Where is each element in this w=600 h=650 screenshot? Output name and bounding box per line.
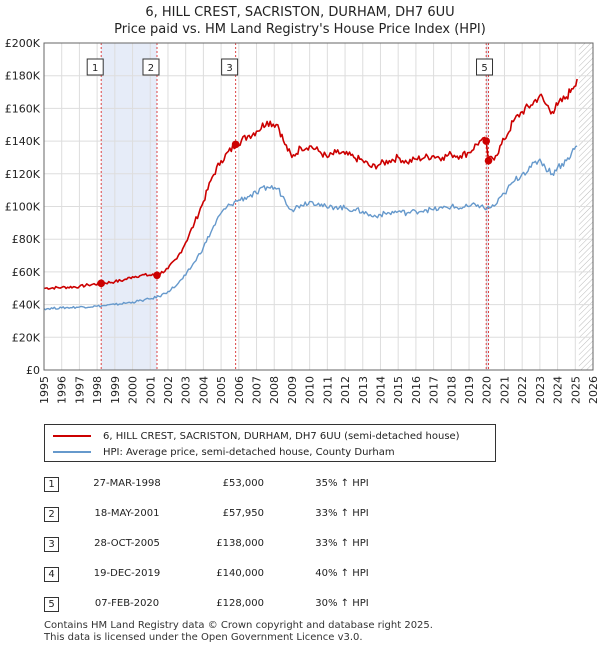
x-tick-label: 2006	[233, 376, 246, 404]
row-date: 19-DEC-2019	[93, 568, 161, 579]
x-tick-label: 1999	[109, 376, 122, 404]
legend-label-property: 6, HILL CREST, SACRISTON, DURHAM, DH7 6U…	[103, 430, 460, 442]
row-date: 27-MAR-1998	[93, 478, 161, 489]
x-tick-label: 2012	[339, 376, 352, 404]
sale-point-4	[482, 137, 491, 145]
sale-point-3	[231, 140, 240, 149]
x-tick-label: 2019	[463, 376, 476, 404]
y-tick-label: £180K	[5, 70, 41, 83]
x-tick-label: 2000	[127, 376, 140, 404]
y-tick-label: £160K	[5, 102, 41, 115]
row-hpi: 30% ↑ HPI	[315, 598, 369, 609]
row-price: £140,000	[216, 568, 264, 579]
x-tick-label: 2009	[286, 376, 299, 404]
sale-point-2	[153, 271, 161, 280]
row-date: 18-MAY-2001	[94, 508, 160, 519]
x-tick-label: 2021	[498, 376, 511, 404]
legend: 6, HILL CREST, SACRISTON, DURHAM, DH7 6U…	[44, 424, 496, 462]
x-tick-label: 2015	[392, 376, 405, 404]
x-tick-label: 2013	[357, 376, 370, 404]
y-tick-label: £20K	[12, 331, 41, 344]
x-tick-label: 2025	[569, 376, 582, 404]
x-tick-label: 2003	[180, 376, 193, 404]
row-number: 1	[44, 477, 59, 492]
marker-box-3	[221, 58, 239, 76]
chart-title: 6, HILL CREST, SACRISTON, DURHAM, DH7 6U…	[145, 5, 455, 20]
y-tick-label: £140K	[5, 135, 41, 148]
x-tick-label: 2024	[552, 376, 565, 404]
row-number: 3	[44, 537, 59, 552]
x-tick-label: 1997	[73, 376, 86, 404]
x-tick-label: 2020	[481, 376, 494, 404]
y-tick-label: £80K	[12, 233, 41, 246]
x-tick-label: 2018	[445, 376, 458, 404]
legend-item-property: 6, HILL CREST, SACRISTON, DURHAM, DH7 6U…	[53, 428, 460, 444]
row-date: 28-OCT-2005	[94, 538, 160, 549]
row-number: 5	[44, 597, 59, 612]
x-tick-label: 2016	[410, 376, 423, 404]
marker-label-1: 1	[92, 63, 98, 74]
sale-point-5	[484, 156, 493, 165]
x-tick-label: 2001	[144, 376, 157, 404]
row-price: £138,000	[216, 538, 264, 549]
legend-item-hpi: HPI: Average price, semi-detached house,…	[53, 444, 395, 460]
x-tick-label: 2008	[268, 376, 281, 404]
table-row: 3 28-OCT-2005 £138,000 33% ↑ HPI	[44, 537, 444, 557]
table-row: 1 27-MAR-1998 £53,000 35% ↑ HPI	[44, 477, 444, 497]
row-hpi: 33% ↑ HPI	[315, 538, 369, 549]
x-tick-label: 2011	[321, 376, 334, 404]
row-hpi: 33% ↑ HPI	[315, 508, 369, 519]
row-price: £57,950	[222, 508, 264, 519]
table-row: 4 19-DEC-2019 £140,000 40% ↑ HPI	[44, 567, 444, 587]
y-tick-label: £120K	[5, 168, 41, 181]
legend-swatch-blue	[53, 451, 91, 453]
x-tick-label: 2022	[516, 376, 529, 404]
x-tick-label: 2004	[197, 376, 210, 404]
property-price-line	[43, 78, 578, 290]
hpi-line	[43, 145, 578, 311]
price-chart: 1 2 3 5 £0 £20K £40K £60K £80K £100K £120K £140K £1…	[5, 37, 600, 404]
footer-copyright: Contains HM Land Registry data © Crown c…	[44, 620, 433, 631]
footer-licence: This data is licensed under the Open Gov…	[44, 632, 363, 643]
x-tick-label: 2023	[534, 376, 547, 404]
x-tick-label: 1996	[56, 376, 69, 404]
x-tick-label: 2002	[162, 376, 175, 404]
y-tick-label: £40K	[12, 299, 41, 312]
row-number: 4	[44, 567, 59, 582]
row-hpi: 35% ↑ HPI	[315, 478, 369, 489]
x-tick-label: 2007	[251, 376, 264, 404]
marker-box-2	[142, 58, 160, 76]
x-tick-label: 2010	[304, 376, 317, 404]
x-tick-label: 2014	[374, 376, 387, 404]
y-tick-label: £100K	[5, 201, 41, 214]
row-hpi: 40% ↑ HPI	[315, 568, 369, 579]
row-number: 2	[44, 507, 59, 522]
plot-frame	[43, 42, 594, 371]
row-price: £128,000	[216, 598, 264, 609]
marker-label-5: 5	[481, 63, 487, 74]
y-tick-label: £0	[26, 364, 40, 377]
y-tick-label: £60K	[12, 266, 41, 279]
y-tick-label: £200K	[5, 37, 41, 50]
x-tick-label: 1998	[91, 376, 104, 404]
table-row: 2 18-MAY-2001 £57,950 33% ↑ HPI	[44, 507, 444, 527]
x-tick-label: 1995	[38, 376, 51, 404]
x-tick-label: 2026	[587, 376, 600, 404]
x-tick-label: 2017	[428, 376, 441, 404]
marker-box-5	[476, 58, 494, 76]
marker-label-2: 2	[148, 63, 154, 74]
x-tick-label: 2005	[215, 376, 228, 404]
table-row: 5 07-FEB-2020 £128,000 30% ↑ HPI	[44, 597, 444, 617]
marker-label-3: 3	[226, 63, 232, 74]
marker-box-1	[86, 58, 104, 76]
row-date: 07-FEB-2020	[94, 598, 160, 609]
row-price: £53,000	[222, 478, 264, 489]
legend-label-hpi: HPI: Average price, semi-detached house,…	[103, 446, 395, 458]
legend-swatch-red	[53, 435, 91, 437]
sale-point-1	[97, 279, 106, 288]
chart-subtitle: Price paid vs. HM Land Registry's House …	[114, 22, 486, 37]
